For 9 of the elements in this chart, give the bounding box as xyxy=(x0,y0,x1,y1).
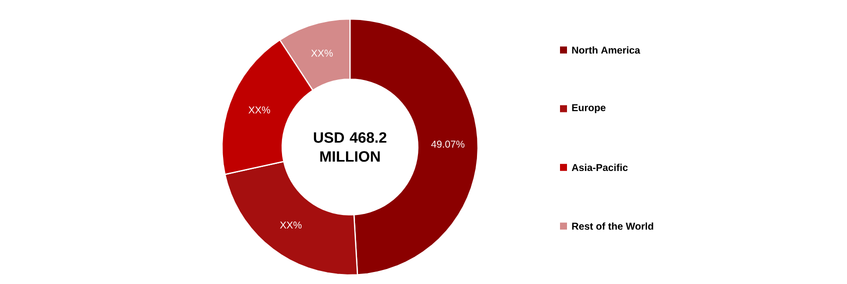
data-label: XX% xyxy=(248,106,270,114)
legend-label: Asia-Pacific xyxy=(572,164,628,172)
legend-label: Europe xyxy=(572,104,606,114)
data-label: 49.07% xyxy=(431,140,464,148)
text: USD 468.2 MILLION xyxy=(314,132,386,162)
legend-label: Rest of the World xyxy=(572,222,654,230)
data-label: XX% xyxy=(280,222,302,229)
data-label: XX% xyxy=(311,50,333,57)
legend-label: North America xyxy=(572,46,640,54)
